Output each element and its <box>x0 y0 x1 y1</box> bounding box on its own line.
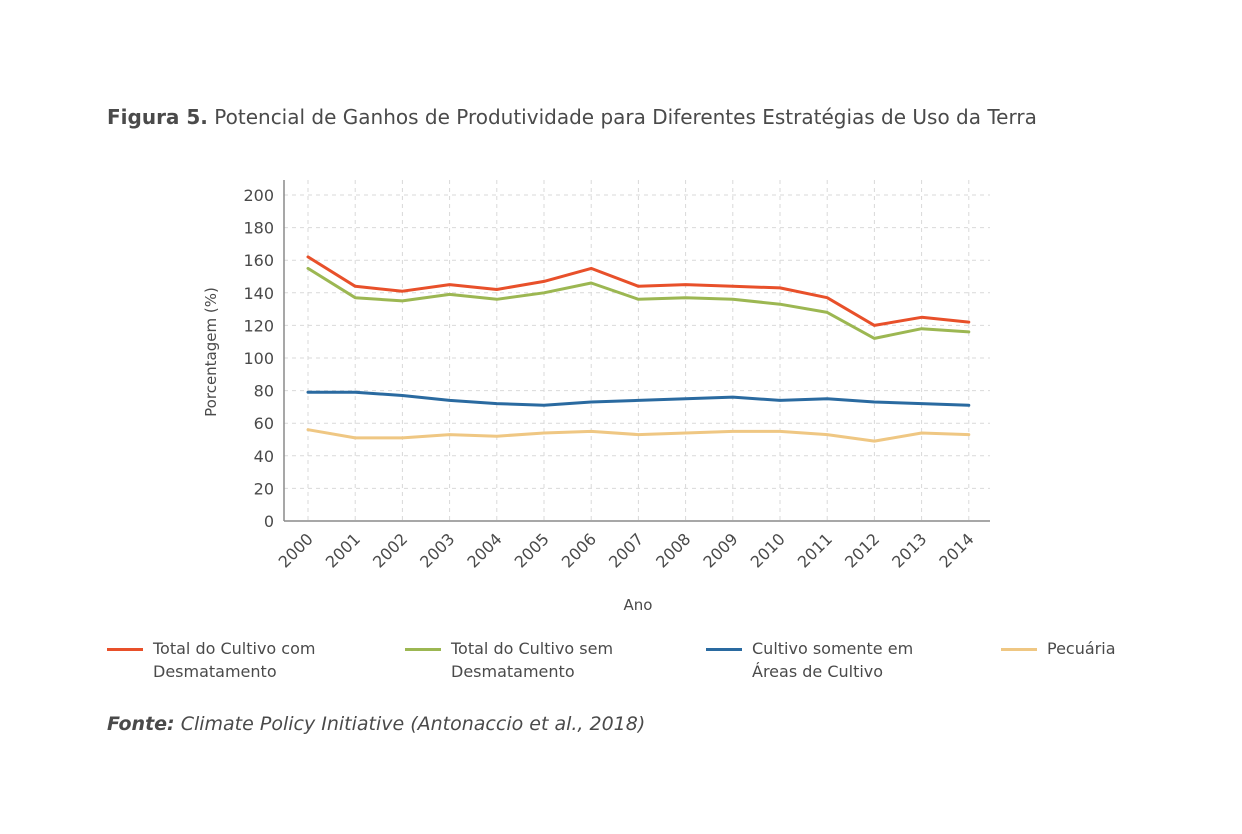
x-tick-labels: 2000 2001 2002 2003 2004 2005 2006 2007 2008 2009… <box>275 529 978 571</box>
x-tick-label: 2012 <box>841 529 883 571</box>
chart-grid <box>284 180 990 521</box>
x-tick-label: 2014 <box>935 529 977 571</box>
y-tick-label: 140 <box>243 284 274 303</box>
x-tick-label: 2003 <box>416 529 458 571</box>
y-axis-label: Porcentagem (%) <box>202 287 220 417</box>
legend-swatch <box>405 648 441 651</box>
x-tick-label: 2009 <box>699 529 741 571</box>
x-tick-label: 2007 <box>605 529 647 571</box>
source-text: Climate Policy Initiative (Antonaccio et… <box>180 713 646 735</box>
chart-axes <box>283 180 990 522</box>
x-tick-label: 2004 <box>463 529 505 571</box>
legend-swatch <box>1001 648 1037 651</box>
x-tick-label: 2013 <box>888 529 930 571</box>
series-line-3 <box>306 390 971 407</box>
figure-title: Figura 5. Potencial de Ganhos de Produti… <box>107 105 1037 129</box>
y-tick-label: 200 <box>243 186 274 205</box>
chart-series-lines <box>306 255 971 443</box>
figure-source: Fonte: Climate Policy Initiative (Antona… <box>107 713 645 735</box>
x-tick-label: 2005 <box>511 529 553 571</box>
legend-swatch <box>107 648 143 651</box>
legend-swatch <box>706 648 742 651</box>
x-tick-label: 2010 <box>747 529 789 571</box>
x-tick-label: 2001 <box>322 529 364 571</box>
figure-title-text: Potencial de Ganhos de Produtividade par… <box>214 105 1037 129</box>
figure-label: Figura 5. <box>107 105 208 129</box>
legend-item: Total do Cultivo com Desmatamento <box>107 637 315 683</box>
x-tick-label: 2000 <box>275 529 317 571</box>
y-tick-label: 0 <box>264 512 274 531</box>
legend-label: Total do Cultivo sem Desmatamento <box>451 639 614 681</box>
x-tick-label: 2002 <box>369 529 411 571</box>
y-tick-label: 100 <box>243 349 274 368</box>
y-tick-label: 120 <box>243 316 274 335</box>
x-axis-label: Ano <box>624 596 653 614</box>
legend-item: Cultivo somente em Áreas de Cultivo <box>706 637 913 683</box>
series-line-4 <box>306 428 971 443</box>
y-tick-label: 40 <box>254 447 274 466</box>
y-tick-label: 60 <box>254 414 274 433</box>
y-tick-labels: 0 20 40 60 80 100 120 140 160 180 200 <box>243 186 274 531</box>
source-label: Fonte: <box>107 713 175 735</box>
legend-item: Total do Cultivo sem Desmatamento <box>405 637 613 683</box>
legend-label: Pecuária <box>1047 639 1116 658</box>
legend-label: Total do Cultivo com Desmatamento <box>153 639 316 681</box>
x-tick-label: 2008 <box>652 529 694 571</box>
series-line-1 <box>306 255 971 327</box>
x-tick-label: 2006 <box>558 529 600 571</box>
y-tick-label: 80 <box>254 382 274 401</box>
y-tick-label: 20 <box>254 479 274 498</box>
x-tick-label: 2011 <box>794 529 836 571</box>
legend-label: Cultivo somente em Áreas de Cultivo <box>752 639 914 681</box>
series-line-2 <box>306 266 971 340</box>
y-tick-label: 180 <box>243 219 274 238</box>
y-tick-label: 160 <box>243 251 274 270</box>
legend-item: Pecuária <box>1001 637 1116 660</box>
